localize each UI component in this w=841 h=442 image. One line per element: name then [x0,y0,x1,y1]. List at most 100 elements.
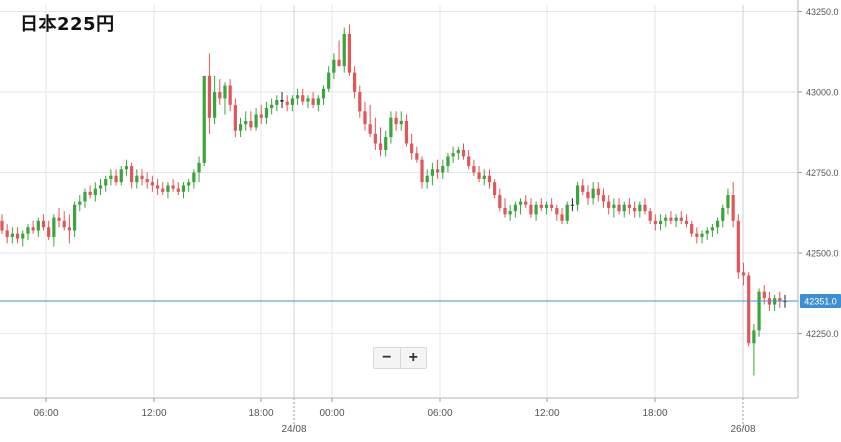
candle [187,178,191,192]
candle [425,169,429,189]
candle-body [218,91,222,99]
candle-body [337,59,341,67]
candle [72,201,77,237]
candle [710,224,715,237]
candle [741,262,746,286]
zoom-out-button[interactable]: − [374,348,401,368]
candle-body [762,291,766,299]
candle [342,27,346,73]
candle-body [207,75,212,118]
candle-body [26,227,30,234]
candle [270,98,274,115]
x-tick-label: 18:00 [248,408,273,419]
candle [145,172,149,189]
candle-body [389,117,393,138]
candle-body [124,166,129,170]
candle-body [513,204,517,212]
candle [762,285,766,305]
candle-body [674,217,678,221]
candle-body [150,182,154,186]
candle [752,323,756,376]
candle [0,214,4,234]
candle-body [627,204,632,208]
candle-body [10,233,14,237]
candle-body [404,120,409,144]
candle-body [622,204,626,212]
candle-body [109,175,113,179]
candle [254,108,258,131]
candle-body [93,188,97,196]
y-tick-label: 42500.0 [806,249,839,259]
candle-body [98,185,103,189]
candle-body [658,220,663,225]
candle-body [410,143,414,154]
candle [674,214,678,228]
candle-body [555,207,559,215]
candle-body [518,201,523,205]
candle-body [710,227,715,231]
candle-body [695,233,699,237]
candle-body [363,111,367,125]
candle [93,182,97,202]
candle [477,166,481,183]
candle [705,227,709,241]
zoom-in-button[interactable]: + [408,349,418,366]
candle-body [586,191,590,199]
candle [461,143,466,160]
candle-body [119,169,123,183]
candle [207,53,212,134]
candle-body [705,230,709,234]
candle [337,40,341,67]
candle [503,198,507,218]
candle [627,198,632,215]
candle [581,178,585,196]
candle-body [295,95,300,99]
candle [410,133,414,160]
x-tick-label: 00:00 [319,408,344,419]
candle-body [0,220,4,231]
candle [363,101,367,131]
candle [487,169,492,189]
candle [280,91,284,109]
candle-body [171,185,175,189]
candle-body [581,185,585,192]
candle [244,111,248,131]
candle-body [565,204,569,221]
candle-body [669,217,673,221]
candle [155,178,160,196]
candle [233,98,237,138]
candle-body [679,217,683,221]
candle-body [285,101,289,105]
x-tick-label: 18:00 [642,408,667,419]
candle-body [653,220,657,225]
candle [176,182,180,196]
candle-body [5,230,9,237]
candle [57,207,61,228]
candle [435,159,440,179]
candle-body [41,220,46,228]
candle-body [373,133,377,144]
x-tick-label: 06:00 [427,408,452,419]
candle [98,178,103,196]
candle [482,169,486,186]
candle [166,182,170,199]
candle [249,111,253,131]
candle [41,214,46,231]
candle-body [130,166,134,183]
candle-body [332,59,336,73]
candle-body [394,117,398,125]
candle [575,182,580,212]
candle-body [643,204,647,212]
date-label: 26/08 [730,424,755,435]
candle-body [202,75,206,163]
candle [114,169,118,186]
candle-body [368,124,372,134]
x-tick-label: 12:00 [534,408,559,419]
candle-body [311,98,315,105]
candle [534,201,538,221]
candle [223,82,227,115]
candle [290,95,294,112]
candle [560,207,564,225]
